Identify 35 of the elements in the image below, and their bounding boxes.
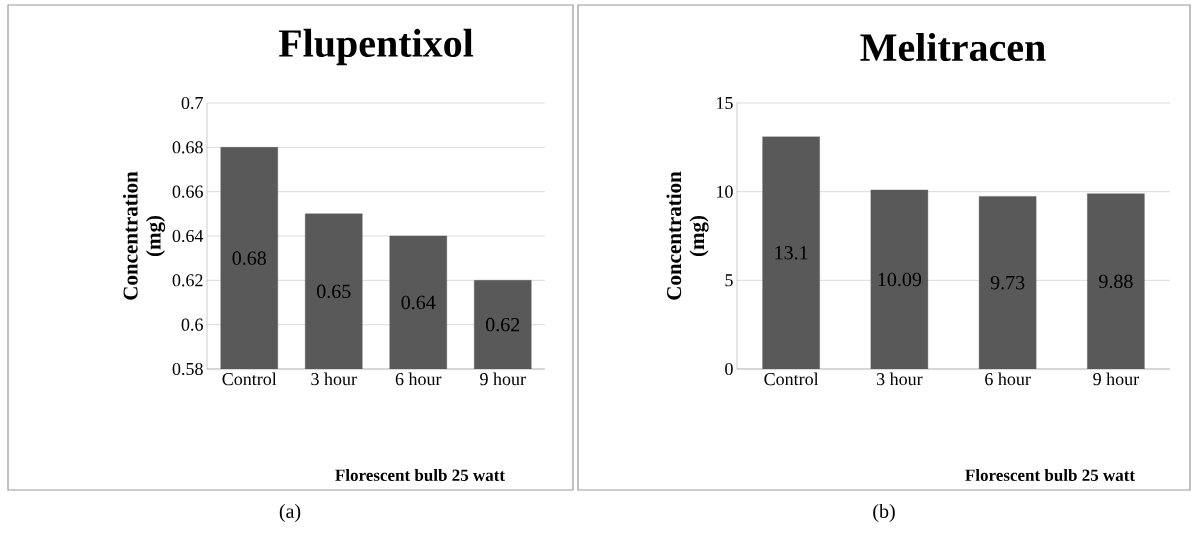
y-tick-label: 0: [725, 362, 733, 376]
y-tick-label: 0.62: [172, 274, 203, 287]
data-label: 0.64: [401, 295, 436, 310]
x-tick-label: 9 hour: [1093, 372, 1139, 386]
y-tick-label: 5: [725, 274, 733, 287]
y-tick-label: 0.58: [172, 362, 203, 376]
y-tick-label: 0.66: [172, 185, 203, 198]
y-tick-label: 0.7: [181, 96, 203, 110]
data-label: 0.65: [317, 284, 351, 299]
x-tick-label: 3 hour: [877, 372, 923, 386]
x-tick-label: 6 hour: [395, 372, 442, 386]
data-label: 10.09: [878, 272, 922, 287]
y-tick-label: 15: [717, 96, 733, 110]
x-tick-label: 3 hour: [311, 372, 357, 386]
text: (b): [873, 503, 895, 523]
y-tick-label: 0.6: [181, 318, 203, 331]
chart-title: Melitracen: [860, 32, 1046, 62]
y-axis-title: Concentration (mg): [666, 171, 709, 300]
data-label: 9.88: [1099, 274, 1133, 289]
data-label: 0.68: [232, 251, 266, 265]
y-tick-label: 0.64: [172, 229, 204, 243]
x-tick-label: Control: [222, 372, 277, 386]
text: (a): [279, 503, 301, 523]
x-tick-label: Control: [764, 372, 819, 386]
y-tick-label: 0.68: [172, 141, 203, 154]
x-axis-title: Florescent bulb 25 watt: [965, 469, 1135, 481]
x-tick-label: 9 hour: [480, 372, 526, 386]
data-label: 9.73: [990, 275, 1025, 290]
x-axis-title: Florescent bulb 25 watt: [335, 469, 505, 481]
chart-title: Flupentixol: [278, 28, 474, 66]
y-tick-label: 10: [717, 185, 733, 198]
data-label: 13.1: [775, 246, 808, 260]
data-label: 0.62: [486, 317, 520, 332]
y-axis-title: Concentration (mg): [122, 171, 166, 300]
x-tick-label: 6 hour: [985, 372, 1031, 386]
